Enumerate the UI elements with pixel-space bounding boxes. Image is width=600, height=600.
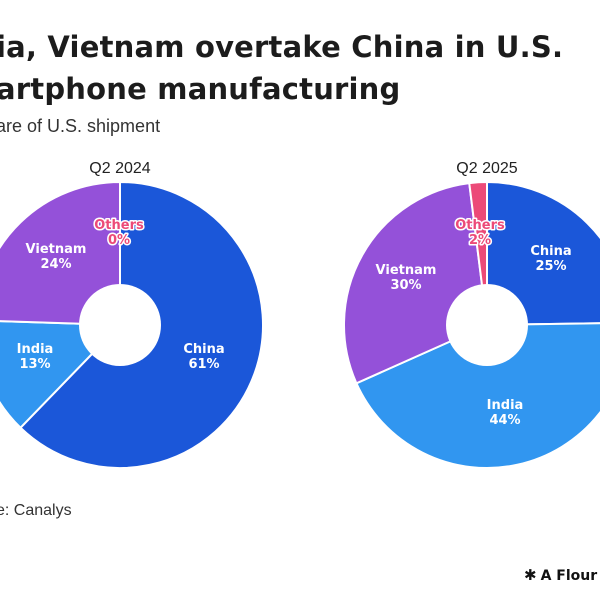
donut-hole <box>79 284 161 366</box>
slice-india <box>355 322 600 469</box>
asterisk-icon: ✱ <box>524 566 537 584</box>
chart-title: ia, Vietnam overtake China in U.S. artph… <box>0 26 563 110</box>
chart-subtitle: are of U.S. shipment <box>0 116 161 136</box>
slice-vietnam <box>0 180 121 327</box>
chart-period-label: Q2 2025 <box>456 160 517 177</box>
slice-label-china: China 61% <box>183 342 224 372</box>
slice-label-vietnam: Vietnam 30% <box>376 263 437 293</box>
donut-q2-2025: Q2 2025 China 25% India 44% Vietnam 30% Others 2… <box>343 160 600 469</box>
donut-hole <box>446 284 528 366</box>
slice-label-india: India 13% <box>17 342 54 372</box>
slice-label-others: Others 2% <box>455 218 505 248</box>
slice-label-vietnam: Vietnam 24% <box>26 242 87 272</box>
slice-china <box>486 180 600 327</box>
slice-label-china: China 25% <box>530 244 571 274</box>
brand-text: A Flour <box>540 568 598 584</box>
slice-label-others: Others 0% <box>94 218 144 248</box>
title-line-1: ia, Vietnam overtake China in U.S. <box>0 30 564 64</box>
donut-q2-2024: Q2 2024 China 61% India 13% Vietnam 24%Others 0… <box>0 160 264 469</box>
brand-logo: ✱ A Flour <box>524 566 597 584</box>
title-line-2: artphone manufacturing <box>0 72 401 106</box>
source-note: e: Canalys <box>0 502 72 519</box>
chart-period-label: Q2 2024 <box>89 160 150 177</box>
slice-label-india: India 44% <box>487 398 524 428</box>
